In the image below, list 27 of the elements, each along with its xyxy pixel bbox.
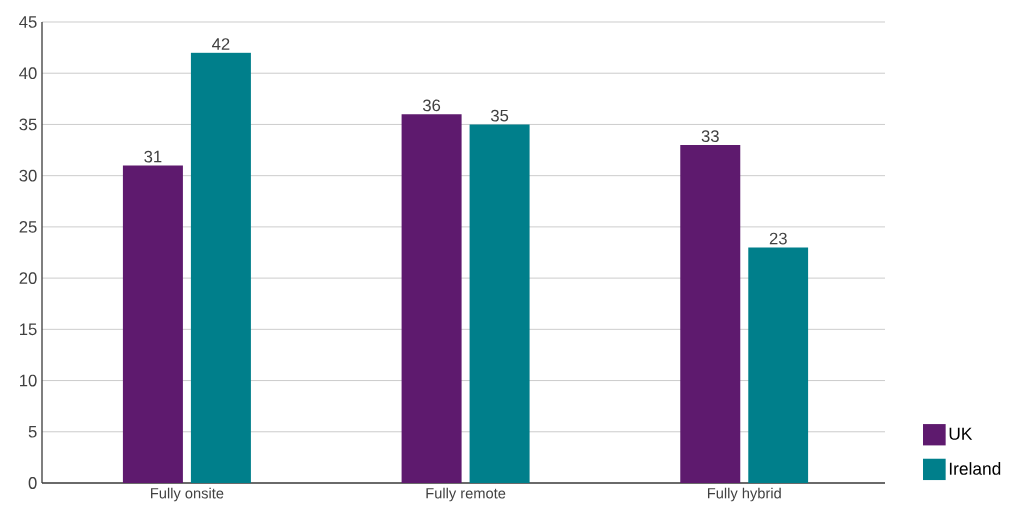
x-tick-label: Fully hybrid: [707, 487, 781, 502]
data-label: 23: [769, 232, 787, 245]
bar: [748, 247, 809, 483]
data-label: 36: [422, 99, 441, 112]
y-tick-label: 25: [19, 221, 37, 233]
legend-label: Ireland: [949, 462, 1001, 475]
legend-label: UK: [949, 427, 973, 440]
y-tick-label: 20: [19, 272, 37, 285]
data-label: 35: [490, 109, 509, 122]
y-tick-label: 30: [19, 169, 37, 182]
y-tick-label: 0: [28, 477, 37, 489]
bar: [680, 144, 741, 483]
y-tick-label: 40: [19, 67, 37, 80]
bar: [122, 165, 183, 483]
data-label: 33: [701, 130, 719, 142]
y-tick-label: 10: [20, 374, 37, 387]
y-tick-label: 15: [20, 323, 37, 336]
data-label: 42: [212, 38, 230, 50]
x-tick-label: Fully onsite: [151, 487, 224, 502]
y-tick-label: 5: [28, 425, 37, 438]
bar: [190, 52, 251, 483]
data-label: 31: [144, 150, 162, 163]
bar: [401, 114, 462, 483]
y-tick-label: 45: [19, 16, 37, 28]
bar: [469, 124, 530, 483]
x-tick-label: Fully remote: [426, 487, 506, 502]
y-tick-label: 35: [19, 118, 37, 131]
